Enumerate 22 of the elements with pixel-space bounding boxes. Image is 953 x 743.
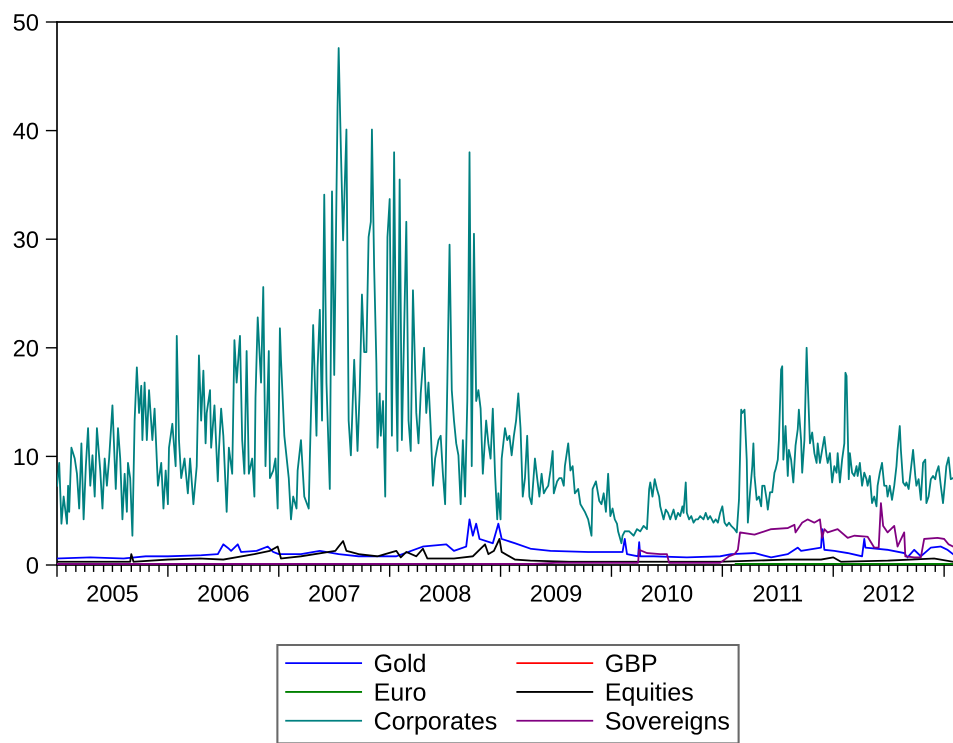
x-tick-label: 2009 xyxy=(530,585,582,602)
legend-label: Corporates xyxy=(374,712,496,735)
x-tick-label: 2006 xyxy=(198,585,249,602)
line-series xyxy=(57,518,953,560)
x-tick-label: 2007 xyxy=(309,585,360,602)
x-tick-label: 2010 xyxy=(642,585,692,602)
line-series xyxy=(57,47,953,544)
y-tick-label: 20 xyxy=(14,340,38,357)
y-tick-label: 40 xyxy=(13,122,38,140)
legend-label: Euro xyxy=(376,683,426,701)
x-tick-label: 2011 xyxy=(754,585,802,602)
y-tick-label: 10 xyxy=(14,448,38,466)
legend-label: Gold xyxy=(374,654,425,672)
legend-label: Equities xyxy=(606,682,693,706)
x-tick-label: 2012 xyxy=(864,585,914,602)
legend-label: Sovereigns xyxy=(606,711,729,735)
x-tick-label: 2008 xyxy=(420,585,470,602)
legend-label: GBP xyxy=(606,654,656,672)
y-tick-label: 0 xyxy=(26,557,38,574)
x-tick-label: 2005 xyxy=(87,585,138,602)
y-tick-label: 30 xyxy=(14,231,38,248)
y-tick-label: 50 xyxy=(14,14,38,31)
